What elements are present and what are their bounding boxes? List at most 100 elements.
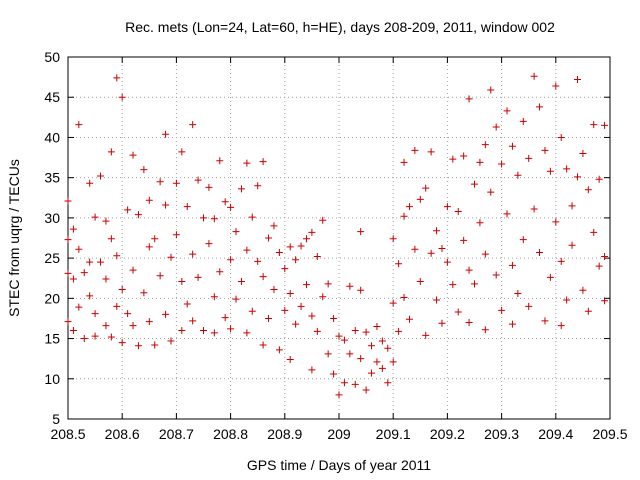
data-point: [584, 186, 592, 194]
data-point: [590, 121, 598, 129]
data-point: [400, 158, 408, 166]
data-point: [183, 203, 191, 211]
data-point: [189, 317, 197, 325]
data-point: [362, 328, 370, 336]
data-point: [221, 314, 229, 322]
data-point: [254, 257, 262, 265]
data-point: [194, 176, 202, 184]
data-point: [362, 386, 370, 394]
data-point: [69, 225, 77, 233]
data-point: [275, 248, 283, 256]
data-point: [156, 178, 164, 186]
data-point: [91, 310, 99, 318]
data-point: [113, 252, 121, 260]
y-tick-label: 10: [44, 371, 60, 387]
data-point: [302, 235, 310, 243]
data-point: [508, 261, 516, 269]
data-point: [590, 228, 598, 236]
data-point: [167, 253, 175, 261]
data-point: [557, 257, 565, 265]
data-point: [69, 327, 77, 335]
data-point: [107, 235, 115, 243]
data-point: [107, 148, 115, 156]
data-point: [259, 341, 267, 349]
data-point: [102, 275, 110, 283]
data-point: [178, 148, 186, 156]
data-point: [313, 253, 321, 261]
data-point: [460, 152, 468, 160]
data-point: [265, 314, 273, 322]
data-point: [389, 299, 397, 307]
data-point: [86, 179, 94, 187]
data-point: [129, 151, 137, 159]
data-point: [118, 339, 126, 347]
data-point: [389, 358, 397, 366]
data-point: [216, 268, 224, 276]
data-point: [243, 246, 251, 254]
data-point: [368, 369, 376, 377]
data-point: [595, 262, 603, 270]
data-point: [183, 300, 191, 308]
x-tick-label: 209: [327, 426, 351, 442]
data-point: [514, 290, 522, 298]
data-point: [530, 205, 538, 213]
data-point: [281, 265, 289, 273]
x-tick-label: 209.1: [376, 426, 411, 442]
data-point: [91, 332, 99, 340]
data-point: [189, 121, 197, 129]
data-point: [145, 196, 153, 204]
data-point: [265, 234, 273, 242]
data-point: [416, 195, 424, 203]
data-point: [378, 337, 386, 345]
data-point: [254, 182, 262, 190]
data-point: [481, 326, 489, 334]
data-point: [118, 93, 126, 101]
data-point: [487, 86, 495, 94]
data-point: [286, 243, 294, 251]
data-point: [140, 289, 148, 297]
data-point: [140, 166, 148, 174]
data-point: [134, 211, 142, 219]
data-point: [189, 250, 197, 258]
data-point: [129, 266, 137, 274]
data-point: [601, 121, 609, 129]
data-point: [503, 107, 511, 115]
data-point: [357, 286, 365, 294]
data-point: [449, 281, 457, 289]
data-point: [330, 370, 338, 378]
data-point: [427, 148, 435, 156]
data-point: [481, 250, 489, 258]
data-point: [357, 355, 365, 363]
data-point: [579, 150, 587, 158]
data-point: [86, 258, 94, 266]
data-point: [237, 185, 245, 193]
x-tick-label: 209.4: [538, 426, 573, 442]
data-point: [172, 231, 180, 239]
data-point: [216, 157, 224, 165]
y-tick-label: 40: [44, 129, 60, 145]
y-tick-label: 25: [44, 250, 60, 266]
data-point: [563, 165, 571, 173]
data-point: [400, 294, 408, 302]
chart-title: Rec. mets (Lon=24, Lat=60, h=HE), days 2…: [125, 19, 555, 35]
data-point: [476, 158, 484, 166]
data-point: [519, 117, 527, 125]
data-point: [248, 307, 256, 315]
data-point: [508, 142, 516, 150]
data-point: [405, 203, 413, 211]
data-point: [124, 310, 132, 318]
data-point: [601, 297, 609, 305]
data-point: [75, 121, 83, 129]
grid-lines: [68, 57, 610, 419]
data-point: [525, 154, 533, 162]
data-point: [243, 159, 251, 167]
data-point: [259, 273, 267, 281]
data-point: [546, 273, 554, 281]
y-tick-label: 30: [44, 210, 60, 226]
data-point: [134, 342, 142, 350]
data-point: [454, 308, 462, 316]
data-point: [97, 258, 105, 266]
data-point: [601, 253, 609, 261]
data-point: [411, 146, 419, 154]
data-point: [308, 312, 316, 320]
